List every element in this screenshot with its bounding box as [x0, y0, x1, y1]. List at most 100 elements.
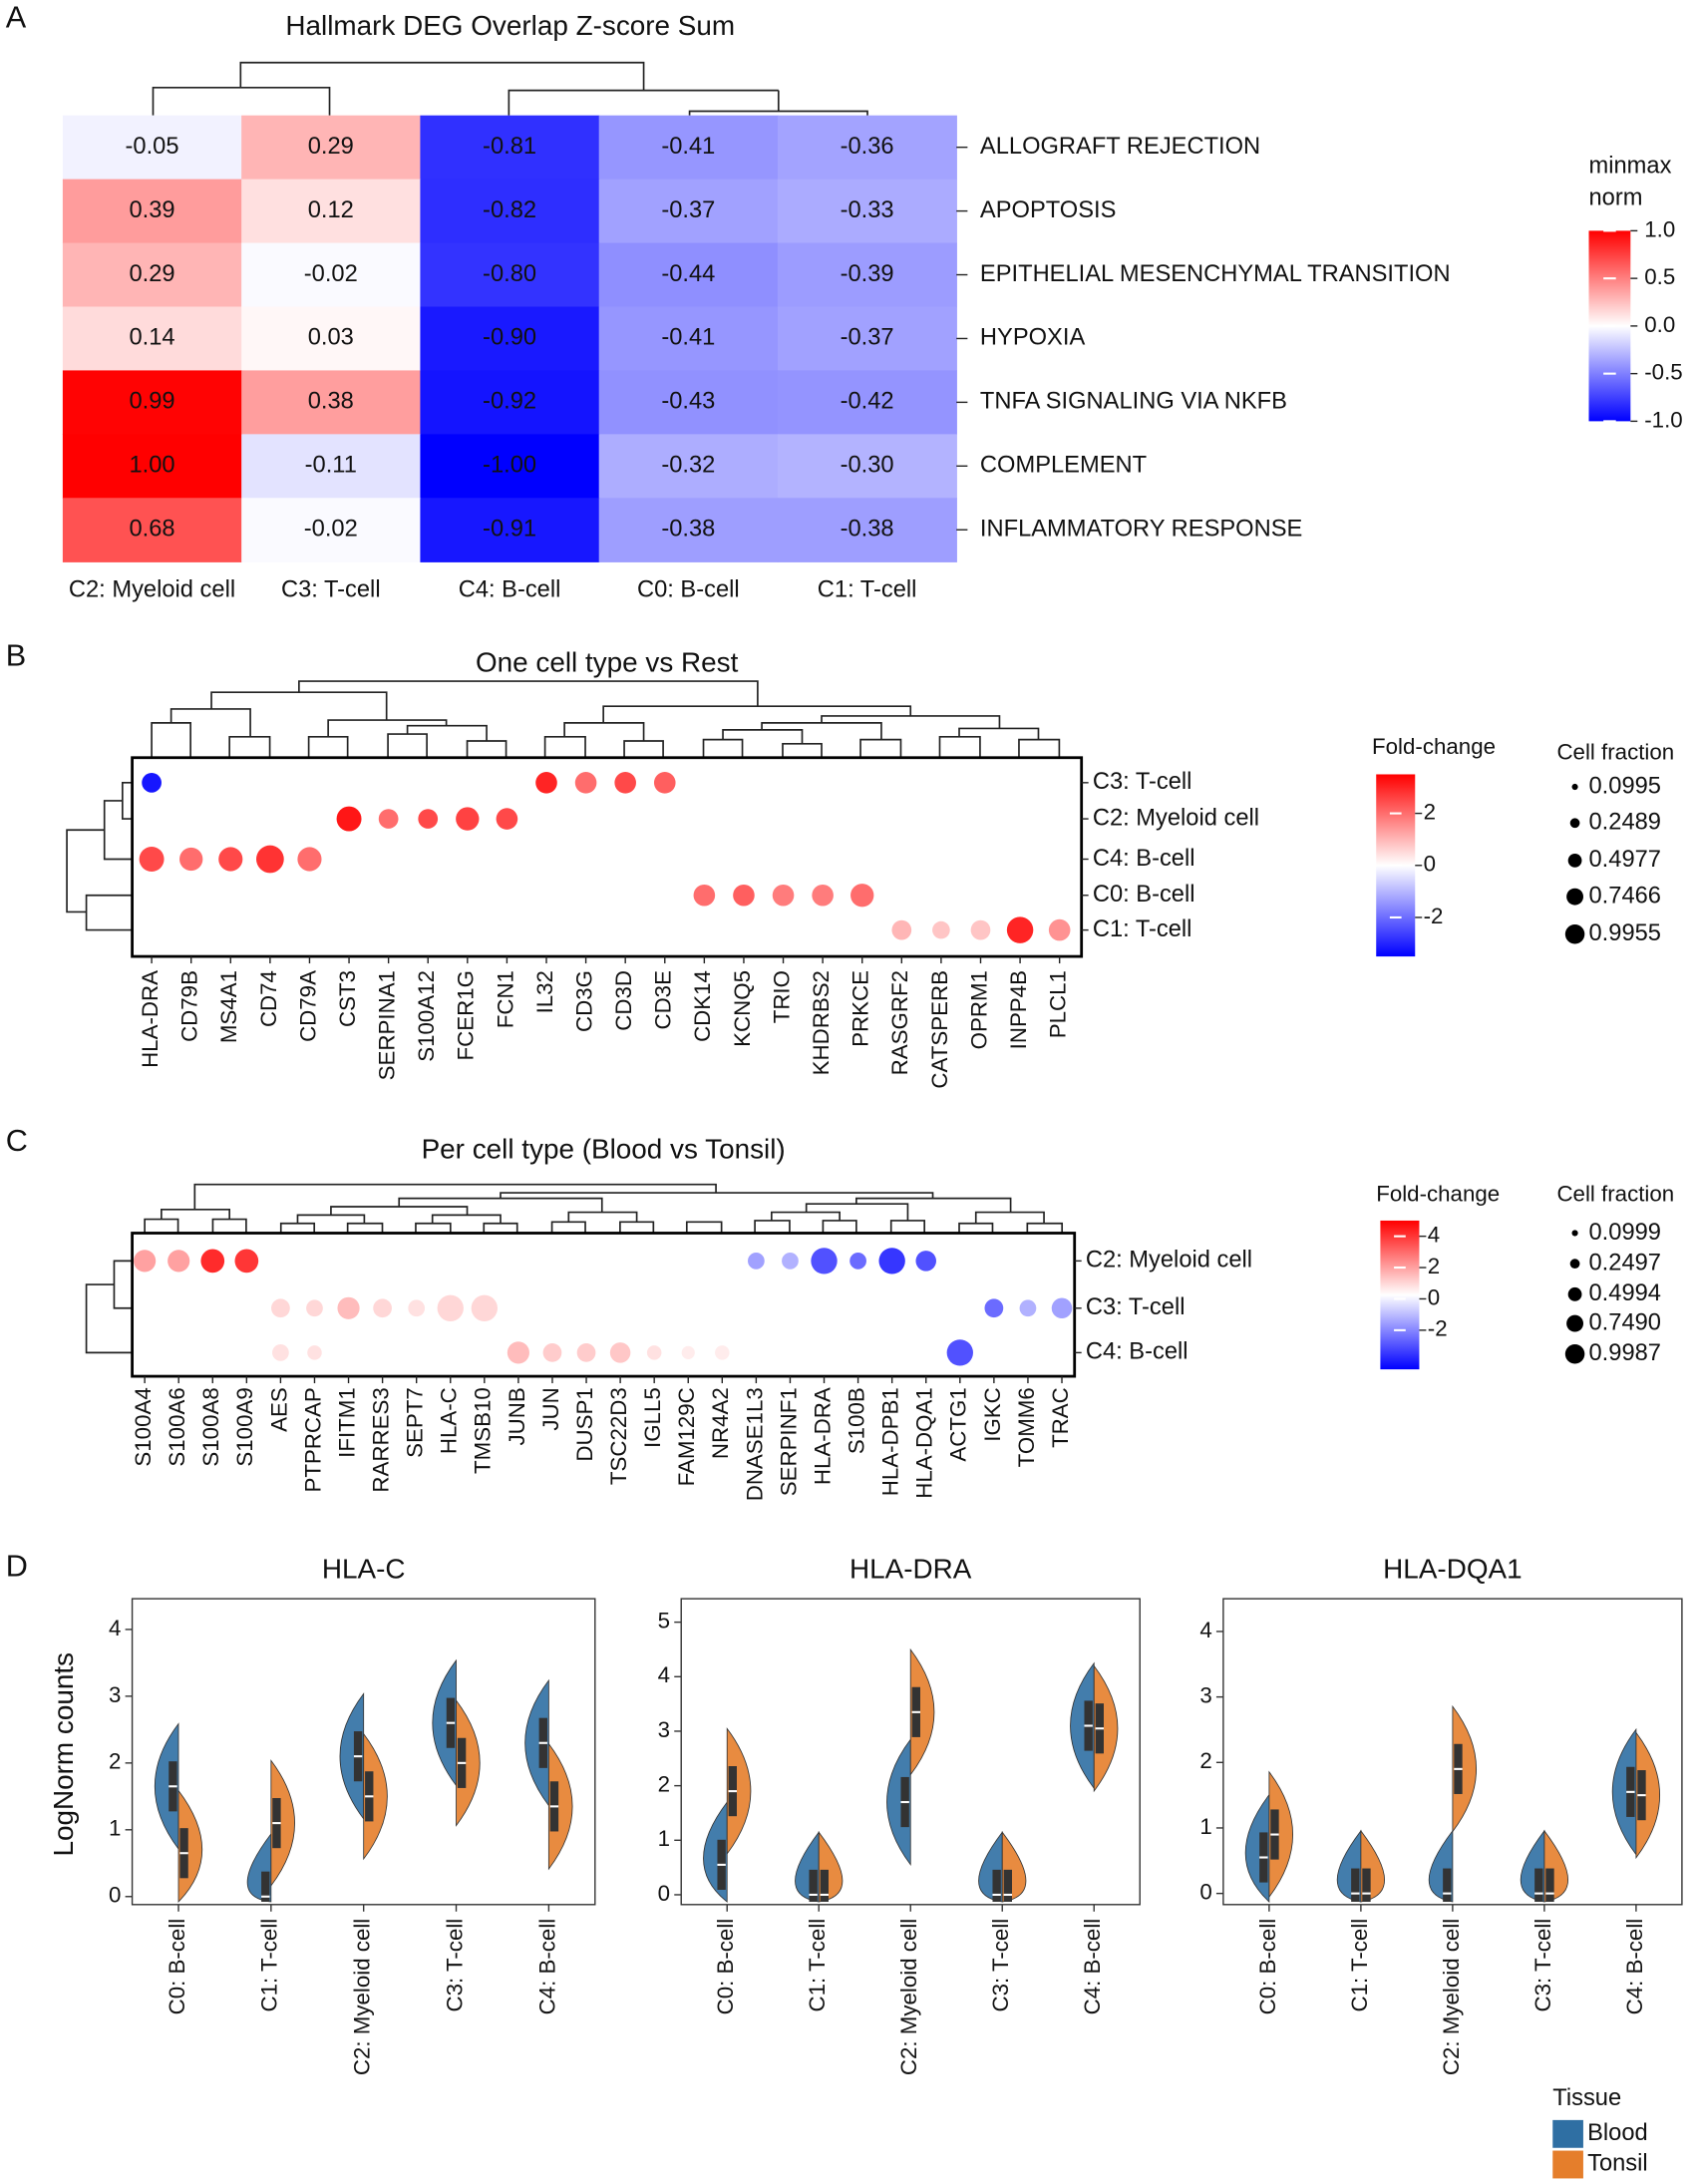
- gene-label: FCN1: [493, 970, 517, 1028]
- dot: [272, 1344, 289, 1361]
- x-tick-label: C0: B-cell: [165, 1919, 189, 2015]
- cell-label: -0.32: [661, 453, 715, 479]
- violin-half: [339, 1692, 365, 1821]
- heatmap-cell: [241, 115, 422, 181]
- x-tick-label: C1: T-cell: [805, 1919, 830, 2012]
- group-label: C0: B-cell: [1093, 882, 1195, 908]
- x-tick-label: C0: B-cell: [713, 1919, 738, 2015]
- row-label: TNFA SIGNALING VIA NKFB: [980, 389, 1287, 415]
- violin-half: [886, 1738, 911, 1867]
- row-label: EPITHELIAL MESENCHYMAL TRANSITION: [980, 261, 1451, 287]
- heatmap-cell: [777, 242, 957, 308]
- x-tick-label: C1: T-cell: [1347, 1919, 1372, 2012]
- dot: [614, 772, 636, 794]
- y-tick-label: 0: [1199, 1880, 1211, 1905]
- gene-label: NR4A2: [708, 1387, 733, 1459]
- dot: [646, 1345, 662, 1360]
- size-legend-title: Cell fraction: [1556, 739, 1674, 764]
- dot: [693, 884, 716, 907]
- colorbar-tick-label: 2: [1428, 1254, 1440, 1278]
- colorbar-tick-label: 0: [1424, 852, 1436, 877]
- plot-frame: [131, 756, 1084, 958]
- dot: [1006, 916, 1034, 943]
- y-tick-label: 1: [658, 1826, 670, 1851]
- column-label: C4: B-cell: [459, 577, 561, 603]
- heatmap-cell: [420, 179, 600, 244]
- colorbar-tick-label: 0.5: [1644, 264, 1675, 289]
- dot: [337, 1296, 360, 1319]
- column-label: C0: B-cell: [637, 577, 740, 603]
- gene-label: KHDRBS2: [809, 970, 834, 1075]
- colorbar-tick-label: 0: [1428, 1284, 1440, 1309]
- size-legend-label: 0.0999: [1589, 1220, 1661, 1246]
- cell-label: -0.92: [483, 389, 536, 415]
- cell-label: 0.39: [129, 197, 174, 223]
- y-tick-label: 0: [658, 1881, 670, 1906]
- dot: [297, 847, 322, 872]
- dot: [915, 1251, 936, 1272]
- gene-label: HLA-DRA: [138, 970, 163, 1068]
- cell-label: 0.14: [129, 325, 174, 351]
- cell-label: -0.36: [841, 134, 894, 160]
- gene-label: TRAC: [1048, 1387, 1073, 1448]
- size-legend-label: 0.4994: [1589, 1280, 1661, 1306]
- heatmap-cell: [420, 115, 600, 181]
- x-tick-label: C4: B-cell: [1622, 1919, 1647, 2015]
- y-tick-label: 3: [1199, 1683, 1211, 1708]
- cell-label: -0.39: [841, 261, 894, 287]
- cell-label: -0.38: [661, 517, 715, 543]
- x-tick-label: C2: Myeloid cell: [896, 1919, 921, 2075]
- gene-label: INPP4B: [1006, 970, 1031, 1049]
- cell-label: -0.43: [661, 389, 715, 415]
- y-tick-label: 3: [109, 1682, 121, 1707]
- row-label: APOPTOSIS: [980, 197, 1116, 223]
- size-legend-dot: [1567, 854, 1582, 868]
- gene-label: SERPINA1: [375, 970, 400, 1080]
- heatmap-cell: [241, 498, 422, 562]
- dot: [733, 884, 755, 907]
- box: [1534, 1868, 1543, 1903]
- heatmap-cell: [420, 370, 600, 436]
- group-label: C4: B-cell: [1086, 1339, 1188, 1365]
- size-legend-dot: [1566, 1314, 1584, 1332]
- dot: [507, 1341, 529, 1364]
- panel-label: A: [6, 1, 27, 35]
- dot: [408, 1299, 426, 1317]
- dot: [984, 1298, 1004, 1318]
- gene-label: CD3G: [571, 970, 596, 1032]
- heatmap-cell: [241, 242, 422, 308]
- chart-title: HLA-C: [322, 1554, 406, 1585]
- legend-label: Blood: [1587, 2120, 1648, 2146]
- heatmap-cell: [420, 498, 600, 562]
- dot: [471, 1294, 499, 1321]
- colorbar-tick-label: 1.0: [1644, 216, 1675, 241]
- gene-label: JUNB: [505, 1387, 529, 1445]
- box: [1443, 1868, 1452, 1903]
- legend-title: Tissue: [1552, 2085, 1621, 2111]
- violin-half: [1093, 1664, 1119, 1793]
- gene-label: MS4A1: [216, 970, 241, 1043]
- dot: [946, 1339, 973, 1366]
- gene-label: TRIO: [769, 970, 794, 1023]
- violin-half: [456, 1698, 481, 1827]
- dot: [271, 1298, 290, 1318]
- box: [1351, 1868, 1360, 1903]
- cell-label: -0.80: [483, 261, 536, 287]
- dot: [179, 847, 203, 872]
- size-legend-label: 0.7490: [1589, 1309, 1661, 1335]
- y-tick-label: 1: [109, 1816, 121, 1841]
- gene-label: IL32: [532, 970, 557, 1013]
- cell-label: -0.02: [304, 517, 358, 543]
- box: [992, 1869, 1001, 1903]
- colorbar-tick-label: 2: [1424, 799, 1436, 824]
- dot: [576, 1343, 596, 1362]
- y-tick-label: 4: [658, 1662, 670, 1687]
- heatmap-cell: [777, 306, 957, 372]
- dot: [535, 772, 557, 794]
- chart-title: One cell type vs Rest: [476, 647, 739, 678]
- violin-half: [363, 1732, 388, 1861]
- colorbar-title: minmax: [1589, 154, 1672, 180]
- y-tick-label: 1: [1199, 1814, 1211, 1839]
- size-legend-dot: [1569, 818, 1580, 829]
